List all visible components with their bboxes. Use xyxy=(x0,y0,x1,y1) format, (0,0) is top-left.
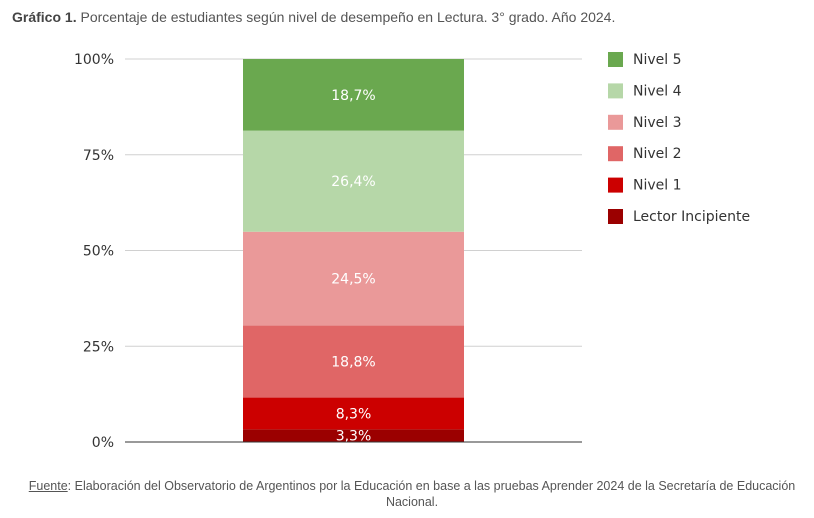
legend-swatch xyxy=(608,209,623,224)
stacked-bar-chart: 0% 25% 50% 75% 100% 3,3% 8,3% 18,8% 24,5% 26,4% 18… xyxy=(74,52,750,451)
legend-label: Nivel 5 xyxy=(633,52,682,68)
bar-segment xyxy=(243,59,464,131)
data-label: 3,3% xyxy=(336,429,372,445)
bar-segment xyxy=(243,231,464,326)
y-tick-label: 0% xyxy=(92,435,114,451)
data-label: 26,4% xyxy=(331,174,375,190)
legend-swatch xyxy=(608,83,623,99)
bar-segment xyxy=(243,130,464,232)
bar-segment xyxy=(243,325,464,398)
source-text: : Elaboración del Observatorio de Argent… xyxy=(67,479,796,509)
legend-swatch xyxy=(608,114,623,130)
legend-swatch xyxy=(608,146,623,162)
chart-title-label: Gráfico 1. xyxy=(12,9,77,25)
data-label: 18,8% xyxy=(331,355,375,371)
y-tick-label: 100% xyxy=(74,52,114,68)
data-label: 8,3% xyxy=(336,406,372,422)
y-tick-label: 50% xyxy=(83,244,114,260)
chart-title: Gráfico 1. Porcentaje de estudiantes seg… xyxy=(12,9,615,25)
bar-segment xyxy=(243,397,464,430)
legend-swatch xyxy=(608,177,623,193)
source-label: Fuente xyxy=(28,479,68,493)
legend-label: Nivel 3 xyxy=(633,115,682,131)
chart-title-text: Porcentaje de estudiantes según nivel de… xyxy=(80,9,616,25)
legend-label: Nivel 4 xyxy=(633,83,682,99)
bar-segment xyxy=(243,429,464,442)
legend-swatch xyxy=(608,52,623,67)
legend-label: Nivel 1 xyxy=(633,178,682,194)
y-tick-label: 25% xyxy=(83,339,114,355)
legend-label: Nivel 2 xyxy=(633,146,682,162)
source-note: Fuente: Elaboración del Observatorio de … xyxy=(20,478,804,510)
legend-label: Lector Incipiente xyxy=(633,209,750,225)
data-label: 18,7% xyxy=(331,88,375,104)
y-tick-label: 75% xyxy=(83,148,114,164)
data-label: 24,5% xyxy=(331,272,375,288)
